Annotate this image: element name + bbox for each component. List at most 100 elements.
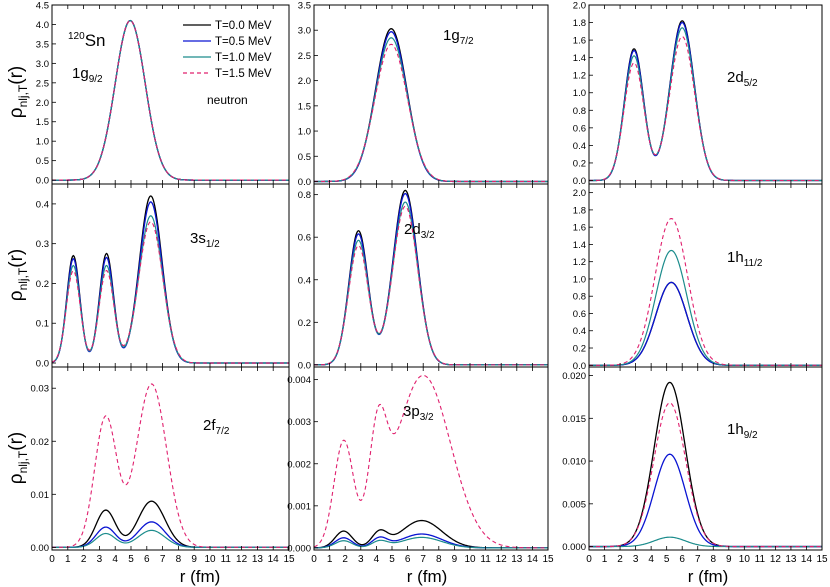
panel-grid: 0.00.51.01.52.02.53.03.54.04.51g9/20.00.… [31, 1, 828, 566]
series-line-t-1-5-mev [51, 221, 289, 364]
y-axis-label-row3: ρnlj,T(r) [6, 432, 30, 484]
x-tick-label: 5 [128, 554, 134, 565]
y-tick-label: 1.6 [573, 36, 586, 47]
x-tick-label: 13 [252, 554, 264, 565]
nucleus-label: 120Sn [68, 31, 105, 50]
y-tick-label: 0.5 [36, 156, 49, 167]
legend-entry-t15: T=1.5 MeV [215, 68, 272, 80]
x-axis-label-col2: r (fm) [407, 567, 448, 586]
series-line-t-0-0-mev [314, 28, 548, 183]
x-tick-label: 1 [602, 554, 608, 565]
x-tick-label: 9 [191, 554, 197, 565]
series-line-t-1-5-mev [313, 205, 548, 366]
x-tick-label: 3 [97, 554, 103, 565]
x-tick-label: 5 [664, 554, 670, 565]
x-tick-label: 8 [176, 554, 182, 565]
y-tick-label: 1.4 [573, 53, 586, 64]
panel-frame [51, 183, 290, 368]
series-line-t-0-0-mev [589, 281, 822, 366]
x-axis-label-col3: r (fm) [688, 567, 729, 586]
y-tick-label: 0.03 [31, 384, 50, 395]
x-tick-label: 8 [436, 554, 442, 565]
orbital-label: 1g7/2 [443, 27, 474, 47]
y-tick-label: 0.2 [573, 158, 586, 169]
y-tick-label: 0.0 [573, 176, 586, 187]
x-tick-label: 14 [268, 554, 280, 565]
panel-frame [588, 366, 823, 551]
x-tick-label: 3 [358, 554, 364, 565]
series-line-t-1-0-mev [589, 27, 822, 182]
y-tick-label: 0.003 [287, 417, 311, 428]
series-line-t-1-0-mev [52, 529, 289, 548]
series-line-t-1-5-mev [52, 19, 289, 181]
x-tick-label: 8 [710, 554, 716, 565]
panel-9: 0 1 2 3 4 5 6 7 8 9 10 11 12 13 14 150.0000.0050.0100.0… [562, 366, 828, 565]
x-tick-label: 0 [586, 554, 592, 565]
y-tick-label: 0.004 [287, 375, 311, 386]
y-tick-label: 1.6 [573, 223, 586, 234]
x-tick-label: 5 [389, 554, 395, 565]
y-tick-label: 0.8 [573, 292, 586, 303]
x-tick-label: 10 [464, 554, 476, 565]
y-tick-label: 0.02 [31, 437, 50, 448]
x-tick-label: 3 [633, 554, 639, 565]
y-tick-label: 1.0 [298, 127, 311, 138]
series-line-t-0-5-mev [314, 31, 548, 183]
x-tick-label: 15 [816, 554, 828, 565]
y-tick-label: 1.8 [573, 18, 586, 29]
y-axis-label-row1: ρnlj,T(r) [6, 66, 30, 118]
x-tick-label: 14 [527, 554, 539, 565]
series-line-t-0-0-mev [313, 519, 548, 549]
series-line-t-0-5-mev [589, 453, 822, 548]
y-tick-label: 0.8 [298, 190, 311, 201]
y-tick-label: 0.6 [573, 123, 586, 134]
orbital-label: 2f7/2 [203, 417, 230, 437]
panel-2: 0.0 0.5 1.0 1.5 2.0 2.5 3.0 3.5 1g7/2 [298, 1, 549, 188]
orbital-label: 1h11/2 [727, 249, 763, 269]
orbital-label: 1g9/2 [72, 65, 103, 85]
y-tick-label: 1.2 [573, 257, 586, 268]
panel-5: 0.0 0.2 0.4 0.6 0.8 2d3/2 [298, 183, 549, 371]
y-tick-label: 0.0 [36, 359, 49, 370]
x-tick-label: 1 [327, 554, 333, 565]
x-tick-label: 13 [785, 554, 797, 565]
x-tick-label: 15 [542, 554, 554, 565]
y-tick-label: 3.5 [298, 1, 311, 12]
series-line-t-0-5-mev [589, 281, 822, 366]
y-tick-label: 0.2 [36, 279, 49, 290]
x-tick-label: 7 [160, 554, 166, 565]
y-tick-label: 4.0 [36, 20, 49, 31]
y-tick-label: 0.000 [562, 542, 586, 553]
y-tick-label: 1.0 [573, 274, 586, 285]
y-tick-label: 2.5 [36, 78, 49, 89]
legend-entry-t10: T=1.0 MeV [215, 52, 272, 64]
x-tick-label: 0 [49, 554, 55, 565]
y-tick-label: 3.5 [36, 39, 49, 50]
panel-frame [313, 366, 549, 551]
orbital-label: 3p3/2 [403, 403, 434, 423]
x-tick-label: 12 [770, 554, 782, 565]
y-tick-label: 0.0 [298, 360, 311, 371]
panel-8: 0 1 2 3 4 5 6 7 8 9 10 11 12 13 14 150.0000.0010.0020.0… [287, 366, 554, 565]
y-tick-label: 0.0 [298, 177, 311, 188]
panel-3: 0.0 0.2 0.4 0.6 0.8 1.0 1.2 1.4 1.6 1.8 2.0 2d5/2 [573, 1, 823, 187]
y-tick-label: 1.2 [573, 71, 586, 82]
y-axis-label-row2: ρnlj,T(r) [6, 249, 30, 301]
x-tick-label: 0 [311, 554, 317, 565]
series-line-t-0-0-mev [589, 381, 822, 548]
series-line-t-1-0-mev [314, 201, 548, 366]
series-line-t-1-5-mev [589, 217, 822, 366]
x-tick-label: 10 [739, 554, 751, 565]
y-tick-label: 0.0 [573, 361, 586, 372]
y-tick-label: 1.4 [573, 240, 586, 251]
series-line-t-1-0-mev [51, 215, 289, 364]
x-tick-label: 2 [617, 554, 623, 565]
series-line-t-1-5-mev [589, 402, 822, 548]
x-tick-label: 6 [405, 554, 411, 565]
y-tick-label: 1.5 [298, 101, 311, 112]
x-tick-label: 4 [112, 554, 118, 565]
y-tick-label: 3.0 [298, 26, 311, 37]
y-tick-label: 0.6 [573, 309, 586, 320]
series-line-t-1-5-mev [52, 383, 289, 548]
